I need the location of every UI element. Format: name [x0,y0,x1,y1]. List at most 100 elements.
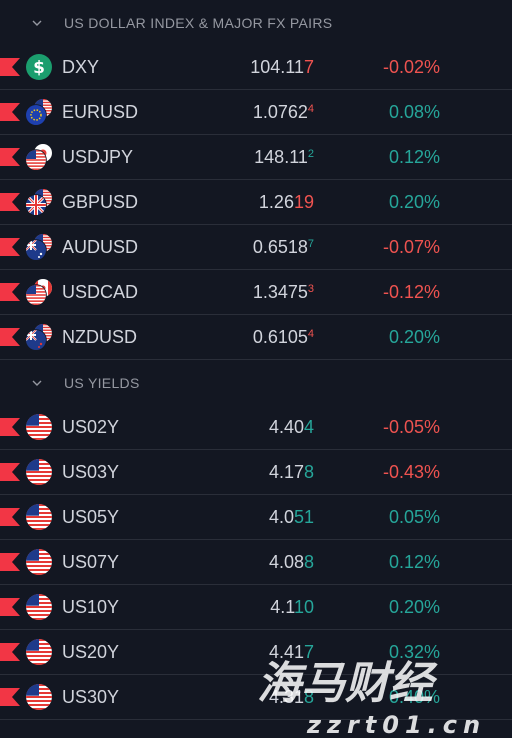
watchlist-row[interactable]: USDCAD 1.34753 -0.12% [0,270,512,315]
watchlist-row[interactable]: USDJPY 148.112 0.12% [0,135,512,180]
watchlist-row[interactable]: US20Y 4.417 0.32% [0,630,512,675]
price-main: 0.6518 [252,236,308,257]
price-main: 4.1 [270,596,294,617]
price-main: 104.11 [250,56,304,77]
symbol-name[interactable]: GBPUSD [62,191,139,212]
flag-marker-icon[interactable] [0,238,20,256]
watchlist-row[interactable]: EURUSD 1.07624 0.08% [0,90,512,135]
us-flag-icon [26,504,52,530]
change-percent: 0.40% [388,686,440,707]
last-price: 4.110 [270,597,314,618]
price-last-digits: 4 [303,416,314,437]
watchlist-panel: US DOLLAR INDEX & MAJOR FX PAIRS $ DXY 1… [0,0,512,720]
flag-marker-icon[interactable] [0,598,20,616]
last-price: 4.051 [269,507,314,528]
price-last-digits: 19 [293,191,314,212]
last-price: 0.65187 [253,237,314,258]
price-last-digits: 7 [303,56,314,77]
watchlist-row[interactable]: US05Y 4.051 0.05% [0,495,512,540]
flag-marker-icon[interactable] [0,103,20,121]
section-header[interactable]: US YIELDS [0,360,512,405]
watchlist-row[interactable]: US07Y 4.088 0.12% [0,540,512,585]
us-flag-icon [26,549,52,575]
change-percent: 0.20% [388,326,440,347]
watchlist-row[interactable]: US03Y 4.178 -0.43% [0,450,512,495]
section-header[interactable]: US DOLLAR INDEX & MAJOR FX PAIRS [0,0,512,45]
gb-us-flag-icon [25,189,52,216]
price-last-digits: 8 [303,461,314,482]
price-last-digits: 7 [307,237,314,250]
symbol-name[interactable]: NZDUSD [62,326,137,347]
chevron-down-icon[interactable] [32,18,42,28]
change-percent: -0.02% [382,56,440,77]
flag-marker-icon[interactable] [0,193,20,211]
watchlist-row[interactable]: $ DXY 104.117 -0.02% [0,45,512,90]
price-main: 4.08 [268,551,304,572]
us-flag-icon [26,459,52,485]
change-percent: 0.32% [388,641,440,662]
price-main: 1.0762 [252,101,308,122]
watchlist-row[interactable]: US30Y 4.318 0.40% [0,675,512,720]
last-price: 4.404 [269,417,314,438]
change-percent: 0.05% [388,506,440,527]
eu-us-flag-icon [25,99,52,126]
change-percent: 0.08% [388,101,440,122]
chevron-down-icon[interactable] [32,378,42,388]
change-percent: 0.12% [388,146,440,167]
us-jp-flag-icon [25,144,52,171]
us-flag-icon [26,639,52,665]
price-last-digits: 2 [307,147,314,160]
us-flag-icon [26,594,52,620]
watchlist-row[interactable]: NZDUSD 0.61054 0.20% [0,315,512,360]
svg-text:$: $ [33,58,45,78]
flag-marker-icon[interactable] [0,643,20,661]
flag-marker-icon[interactable] [0,508,20,526]
price-last-digits: 4 [307,102,314,115]
price-last-digits: 4 [307,327,314,340]
last-price: 1.07624 [253,102,314,123]
price-main: 4.40 [268,416,304,437]
flag-marker-icon[interactable] [0,148,20,166]
us-flag-icon [26,684,52,710]
flag-marker-icon[interactable] [0,328,20,346]
symbol-name[interactable]: AUDUSD [62,236,139,257]
symbol-name[interactable]: EURUSD [62,101,139,122]
price-main: 4.31 [268,686,304,707]
us-flag-icon [26,414,52,440]
price-last-digits: 8 [303,551,314,572]
symbol-name[interactable]: US05Y [62,506,120,527]
symbol-name[interactable]: US03Y [62,461,120,482]
price-main: 148.11 [254,146,308,167]
price-main: 4.0 [268,506,294,527]
symbol-name[interactable]: US07Y [62,551,120,572]
flag-marker-icon[interactable] [0,553,20,571]
symbol-name[interactable]: USDCAD [62,281,139,302]
flag-marker-icon[interactable] [0,283,20,301]
flag-marker-icon[interactable] [0,463,20,481]
last-price: 0.61054 [253,327,314,348]
flag-marker-icon[interactable] [0,688,20,706]
symbol-name[interactable]: DXY [62,56,100,77]
change-percent: 0.20% [388,596,440,617]
flag-marker-icon[interactable] [0,58,20,76]
price-main: 1.3475 [252,281,308,302]
section-title: US DOLLAR INDEX & MAJOR FX PAIRS [64,14,333,31]
last-price: 148.112 [254,147,314,168]
symbol-name[interactable]: US02Y [62,416,120,437]
last-price: 4.088 [269,552,314,573]
last-price: 1.2619 [259,192,314,213]
change-percent: -0.05% [382,416,440,437]
change-percent: 0.20% [388,191,440,212]
flag-marker-icon[interactable] [0,418,20,436]
watchlist-row[interactable]: US10Y 4.110 0.20% [0,585,512,630]
watchlist-row[interactable]: US02Y 4.404 -0.05% [0,405,512,450]
price-main: 4.41 [268,641,304,662]
watchlist-row[interactable]: AUDUSD 0.65187 -0.07% [0,225,512,270]
watchlist-row[interactable]: GBPUSD 1.2619 0.20% [0,180,512,225]
symbol-name[interactable]: USDJPY [62,146,134,167]
symbol-name[interactable]: US20Y [62,641,120,662]
price-last-digits: 8 [303,686,314,707]
symbol-name[interactable]: US10Y [62,596,120,617]
symbol-name[interactable]: US30Y [62,686,120,707]
price-last-digits: 3 [307,282,314,295]
